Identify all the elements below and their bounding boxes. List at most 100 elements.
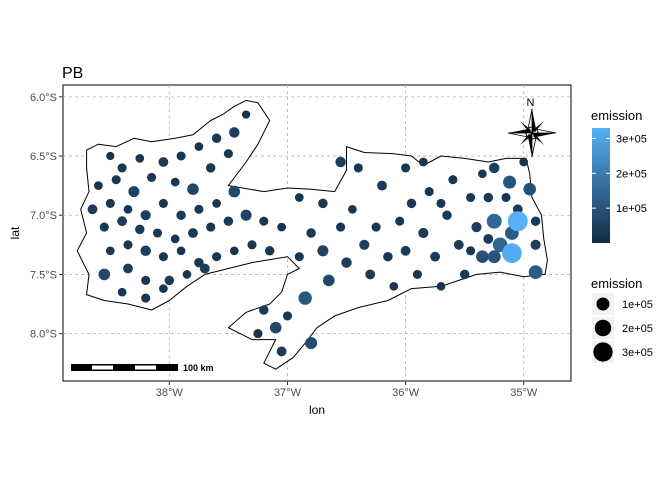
emission-point — [264, 246, 275, 256]
emission-point — [117, 216, 128, 227]
emission-point — [176, 210, 186, 220]
emission-point — [247, 240, 257, 250]
emission-point — [483, 233, 494, 244]
emission-point — [478, 169, 487, 179]
emission-point — [424, 187, 434, 197]
emission-point — [229, 127, 240, 138]
scale-bar-outline — [71, 364, 178, 371]
emission-point — [530, 239, 541, 250]
emission-point — [503, 175, 517, 189]
emission-point — [147, 172, 157, 182]
size-legend-keys: 1e+05 2e+05 3e+05 — [592, 293, 653, 363]
emission-point — [269, 321, 282, 334]
emission-point — [240, 209, 252, 221]
scale-bar-segment — [92, 365, 113, 370]
emission-point — [317, 245, 329, 257]
compass-point-ne — [533, 121, 544, 132]
emission-point — [176, 246, 186, 256]
emission-point — [182, 270, 192, 279]
emission-point — [306, 228, 316, 238]
emission-point — [466, 192, 476, 203]
compass-point-nw — [520, 121, 531, 132]
y-tick-label: 6.5°S — [30, 151, 57, 163]
emission-point — [448, 175, 458, 185]
emission-point — [188, 228, 198, 238]
emission-point — [105, 246, 115, 256]
emission-point — [335, 156, 346, 168]
emission-point — [294, 252, 304, 262]
color-legend-label: 1e+05 — [616, 203, 647, 215]
color-legend: emission 1e+05 2e+05 3e+05 — [591, 108, 647, 243]
emission-point — [259, 305, 269, 315]
color-legend-label: 2e+05 — [616, 168, 647, 180]
emission-point — [305, 337, 318, 350]
size-legend: emission 1e+05 2e+05 3e+05 — [591, 276, 653, 363]
emission-point — [277, 222, 286, 232]
north-arrow: N — [507, 97, 557, 158]
emission-point — [194, 257, 204, 268]
emission-point — [141, 293, 151, 303]
x-tick-label: 37°W — [274, 387, 302, 399]
emission-point — [170, 177, 180, 187]
size-legend-label: 2e+05 — [622, 323, 653, 335]
emission-point — [170, 234, 180, 244]
emission-point — [430, 251, 441, 262]
color-legend-ticks: 1e+05 2e+05 3e+05 — [592, 133, 647, 215]
x-tick-label: 36°W — [392, 387, 420, 399]
x-tick-label: 35°W — [510, 387, 538, 399]
emission-point — [228, 185, 241, 198]
emission-point — [111, 175, 121, 185]
emission-point — [336, 222, 346, 232]
emission-point — [359, 239, 370, 250]
emission-point — [152, 228, 163, 238]
emission-point — [229, 246, 239, 256]
emission-point — [158, 157, 169, 167]
emission-point — [341, 257, 352, 268]
points-layer — [87, 110, 543, 357]
emission-point — [401, 163, 411, 173]
emission-point — [353, 163, 363, 173]
emission-point — [476, 250, 489, 263]
emission-point — [371, 222, 381, 232]
north-label: N — [527, 97, 535, 109]
x-axis-title: lon — [309, 403, 325, 417]
emission-point — [159, 284, 168, 293]
emission-point — [383, 251, 393, 262]
emission-point — [105, 198, 115, 208]
size-legend-key — [593, 342, 613, 362]
emission-point — [323, 274, 335, 287]
emission-point — [98, 268, 111, 281]
emission-point — [241, 110, 251, 119]
emission-point — [453, 239, 464, 250]
emission-point — [158, 198, 168, 208]
emission-point — [395, 216, 405, 226]
size-legend-key — [594, 319, 612, 337]
emission-point — [140, 210, 151, 221]
size-legend-title: emission — [591, 276, 642, 291]
emission-point — [164, 275, 175, 286]
emission-point — [128, 186, 140, 198]
emission-point — [223, 149, 233, 159]
emission-point — [507, 211, 528, 232]
y-axis: 6.0°S 6.5°S 7.0°S 7.5°S 8.0°S — [30, 92, 63, 341]
scale-bar-label: 100 km — [183, 363, 214, 373]
y-tick-label: 6.0°S — [30, 92, 57, 104]
emission-point — [212, 252, 222, 262]
emission-point — [87, 204, 98, 215]
emission-point — [436, 198, 446, 208]
emission-point — [442, 210, 452, 220]
emission-point — [471, 222, 482, 233]
emission-point — [94, 181, 103, 190]
emission-point — [253, 329, 263, 339]
size-legend-key — [596, 297, 610, 311]
emission-point — [187, 183, 199, 195]
emission-point — [418, 157, 428, 167]
emission-point — [488, 162, 500, 174]
emission-point — [530, 216, 541, 226]
emission-point — [282, 311, 293, 321]
y-tick-label: 7.0°S — [30, 210, 57, 222]
emission-point — [206, 222, 216, 232]
emission-point — [377, 180, 387, 191]
emission-point — [106, 151, 115, 161]
